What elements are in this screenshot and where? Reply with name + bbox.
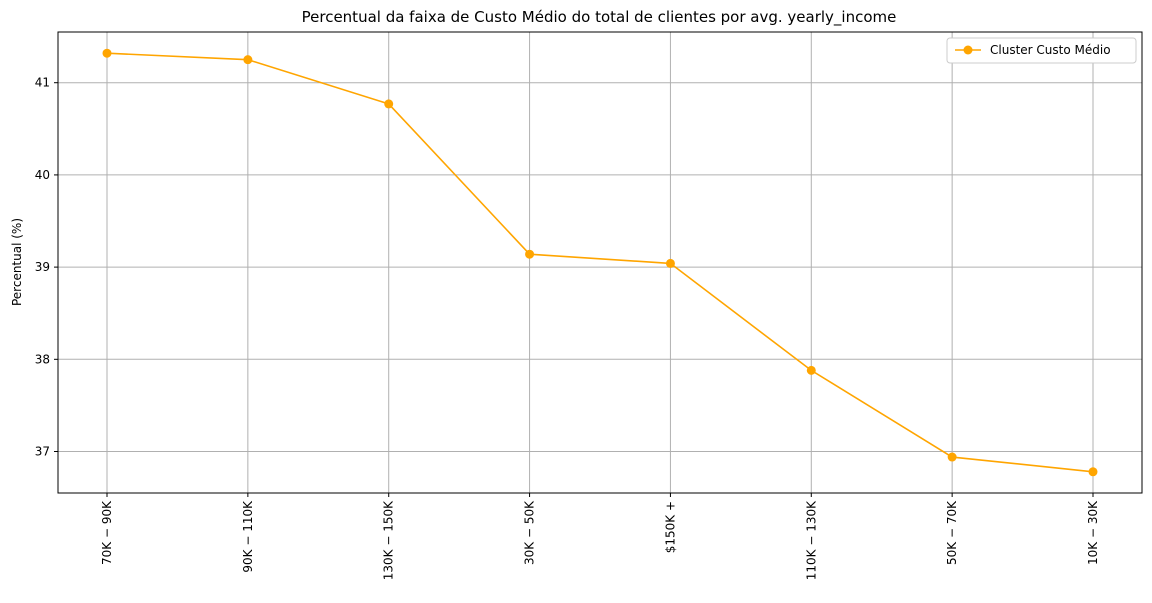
x-tick-label: 130K − 150K (382, 500, 396, 580)
data-point (525, 249, 535, 259)
x-tick-label: 70K − 90K (100, 500, 114, 565)
y-axis-label: Percentual (%) (10, 218, 24, 306)
series-line (106, 52, 1094, 473)
data-point (1088, 467, 1098, 477)
data-point (384, 99, 394, 109)
y-tick-label: 38 (35, 352, 50, 366)
y-tick-label: 41 (35, 76, 50, 90)
data-point (947, 452, 957, 462)
x-tick-label: 10K − 30K (1086, 500, 1100, 565)
chart-title: Percentual da faixa de Custo Médio do to… (302, 8, 897, 27)
x-tick-label: 30K − 50K (523, 500, 537, 565)
legend-label: Cluster Custo Médio (990, 43, 1111, 57)
plot-frame (57, 31, 1143, 494)
y-tick-label: 37 (35, 445, 50, 459)
x-tick-label: 110K − 130K (804, 500, 818, 580)
x-tick-label: 50K − 70K (945, 500, 959, 565)
legend: Cluster Custo Médio (946, 37, 1137, 64)
data-point (243, 55, 253, 65)
x-tick-label: $150K + (663, 501, 677, 553)
y-tick-label: 39 (35, 260, 50, 274)
data-point (665, 258, 675, 268)
data-point (806, 365, 816, 375)
x-tick-label: 90K − 110K (241, 500, 255, 573)
data-point (102, 48, 112, 58)
legend-marker-swatch (963, 45, 973, 55)
y-tick-label: 40 (35, 168, 50, 182)
